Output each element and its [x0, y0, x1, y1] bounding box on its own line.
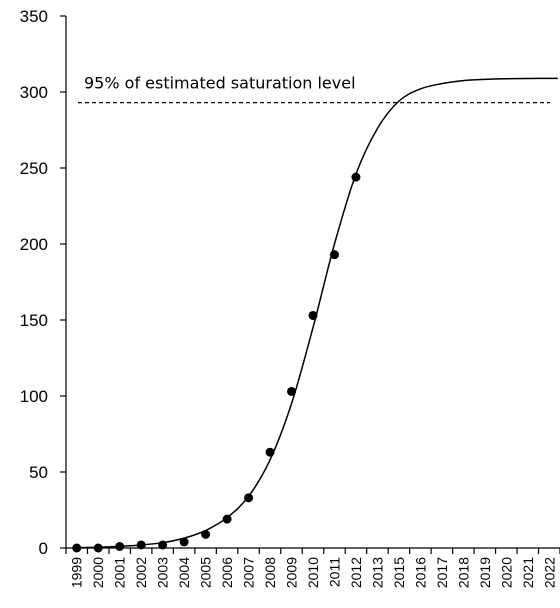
x-tick-label: 2008: [262, 557, 278, 588]
x-tick-label: 2004: [176, 557, 192, 588]
observed-points-group: [72, 172, 361, 553]
data-point: [265, 447, 275, 457]
x-tick-label: 2006: [219, 557, 235, 588]
data-point: [244, 493, 254, 503]
y-tick-label: 250: [20, 159, 48, 178]
fitted-curve-group: [76, 77, 558, 549]
y-axis: 0 50 100 150 200 250 300 350: [20, 7, 67, 558]
x-tick-label: 2005: [198, 557, 214, 588]
data-point: [222, 514, 232, 524]
fitted-curve-line: [76, 77, 558, 549]
x-tick-label: 2009: [284, 557, 300, 588]
data-point: [93, 543, 103, 553]
x-tick-label: 2001: [112, 557, 128, 588]
x-axis: 1999 2000 2001 2002 2003 2004 2005 2006 2007 2008…: [65, 547, 560, 588]
x-tick-label: 2007: [241, 557, 257, 588]
x-tick-label: 2011: [326, 557, 342, 587]
x-tick-label: 2018: [455, 557, 471, 588]
data-point: [179, 537, 189, 547]
data-point: [158, 540, 168, 550]
x-tick-label: 2012: [348, 557, 364, 588]
x-tick-label: 2013: [369, 557, 385, 588]
data-point: [351, 172, 361, 182]
y-tick-label: 100: [20, 387, 48, 406]
x-tick-label: 1999: [69, 557, 85, 588]
data-point: [287, 386, 297, 396]
data-point: [136, 540, 146, 550]
x-tick-label: 2019: [477, 557, 493, 588]
data-point: [308, 310, 318, 320]
x-tick-label: 2017: [434, 557, 450, 588]
data-point: [72, 543, 82, 553]
reference-line-group: 95% of estimated saturation level: [78, 74, 550, 104]
y-tick-label: 0: [39, 539, 48, 558]
y-tick-label: 200: [20, 235, 48, 254]
data-point: [201, 529, 211, 539]
y-tick-label: 300: [20, 83, 48, 102]
data-point: [329, 250, 339, 260]
x-tick-label: 2020: [498, 557, 514, 588]
x-tick-label: 2003: [155, 557, 171, 588]
x-tick-label: 2022: [541, 557, 557, 588]
x-tick-label: 2010: [305, 557, 321, 588]
x-tick-label: 2021: [520, 557, 536, 588]
y-tick-label: 350: [20, 7, 48, 26]
y-tick-label: 50: [29, 463, 48, 482]
data-point: [115, 541, 125, 551]
x-tick-label: 2016: [412, 557, 428, 588]
x-tick-label: 2000: [90, 557, 106, 588]
x-tick-label: 2015: [391, 557, 407, 588]
y-tick-label: 150: [20, 311, 48, 330]
x-tick-label: 2002: [133, 557, 149, 588]
reference-line-label: 95% of estimated saturation level: [84, 74, 356, 93]
